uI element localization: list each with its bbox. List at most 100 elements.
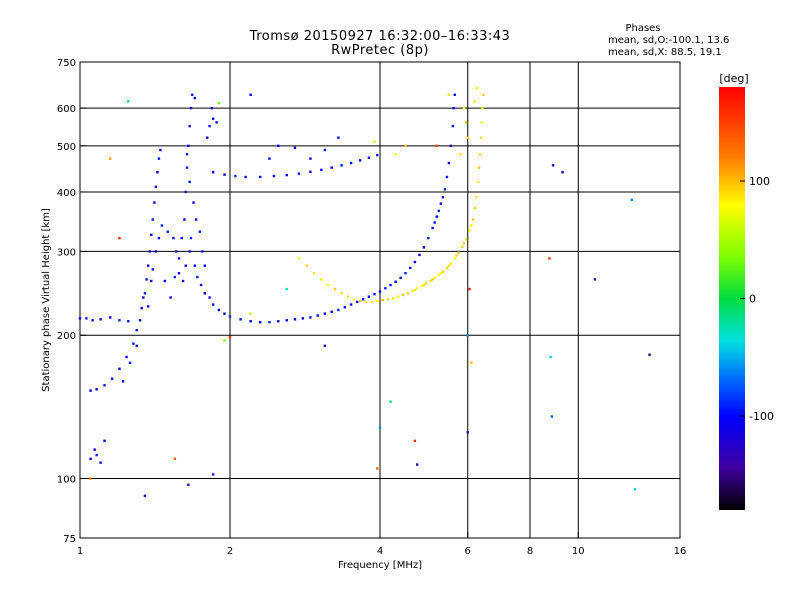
scattered-point [561,171,564,174]
data-point-o-mode [445,175,449,179]
data-point-o-mode [211,303,215,306]
y-tick-label: 75 [63,534,76,545]
data-point-o-mode [228,315,232,318]
scattered-point [550,415,554,418]
data-point-x-mode [441,270,445,273]
data-point-x-mode [481,106,484,110]
scattered-point [228,336,232,339]
scattered-point [466,431,469,434]
data-point-o-mode [340,164,343,167]
data-point-o-mode [185,153,189,156]
data-point-o-mode [437,209,441,213]
data-point-x-mode [475,87,478,90]
x-tick-label: 2 [227,546,233,557]
scattered-point [89,477,92,480]
scattered-point [413,439,417,443]
colorbar-tick-label: 100 [749,175,770,188]
data-point-o-mode [399,276,402,280]
data-point-x-mode [364,300,368,304]
data-point-o-mode [180,236,183,240]
data-point-o-mode [193,96,197,100]
y-tick-label: 200 [57,331,76,342]
scattered-point [173,457,177,461]
data-point-x-mode [447,264,451,267]
scattered-point [466,334,469,337]
x-tick-label: 8 [527,546,533,557]
data-point-o-mode [146,264,150,267]
data-point-o-mode [210,106,214,110]
data-point-x-mode [352,298,356,301]
scattered-point [630,198,633,202]
data-point-x-mode [370,300,373,304]
colorbar-ticks: 100 0 -100 [740,175,774,423]
data-point-x-mode [462,242,466,245]
data-point-o-mode [203,292,206,295]
scattered-point [187,483,190,487]
data-point-o-mode [154,250,158,253]
grid-lines [80,62,680,538]
data-point-x-mode [401,293,405,297]
data-point-o-mode [349,161,353,165]
scattered-point [249,312,252,315]
data-point-o-mode [103,439,106,443]
scattered-point [447,93,451,96]
data-point-o-mode [277,320,280,323]
data-point-o-mode [223,173,226,176]
scattered-point [415,463,419,466]
scattered-point [389,400,392,403]
data-point-o-mode [160,224,164,227]
data-point-x-mode [471,218,475,221]
data-point-x-mode [376,299,379,303]
data-point-o-mode [146,305,150,308]
data-point-x-mode [437,273,441,276]
scattered-point [223,339,226,342]
data-point-o-mode [439,202,443,205]
scattered-point [551,164,555,167]
data-point-o-mode [125,355,128,359]
data-point-o-mode [132,342,135,345]
data-point-o-mode [148,250,151,253]
scattered-point [548,257,551,260]
colorbar-label: [deg] [719,72,748,85]
data-point-o-mode [293,318,297,321]
data-point-o-mode [138,319,142,322]
y-tick-label: 500 [57,142,76,153]
data-point-o-mode [203,264,206,267]
data-point-x-mode [415,287,419,290]
scattered-point [376,467,379,470]
chart-subtitle: RwPretec (8p) [331,43,429,58]
y-tick-label: 750 [57,58,76,69]
data-point-x-mode [404,144,407,148]
data-point-x-mode [468,229,471,232]
phase-stats-heading: Phases [625,23,660,34]
data-point-o-mode [177,272,181,275]
data-point-x-mode [424,282,428,285]
scattered-point [143,494,147,497]
data-point-o-mode [384,287,387,290]
data-point-x-mode [305,264,308,267]
data-point-o-mode [361,298,365,301]
data-point-o-mode [427,236,430,240]
scattered-point [633,487,637,491]
data-point-o-mode [151,218,155,221]
data-point-x-mode [413,288,417,292]
data-point-o-mode [93,448,96,451]
data-point-o-mode [244,175,247,179]
scattered-point [468,287,471,291]
data-point-o-mode [343,306,347,309]
scattered-point [593,278,597,281]
data-point-o-mode [156,171,159,174]
data-point-x-mode [396,295,400,298]
y-tick-label: 600 [57,104,76,115]
scattered-point [127,100,130,103]
data-point-o-mode [99,461,102,464]
data-point-x-mode [462,106,466,110]
data-point-o-mode [309,316,312,319]
data-point-o-mode [173,275,177,279]
data-point-o-mode [89,457,92,461]
scattered-point [470,361,473,365]
x-axis-label: Frequency [MHz] [338,560,422,571]
data-point-o-mode [135,344,138,348]
data-point-x-mode [445,266,449,270]
data-point-o-mode [172,236,175,240]
